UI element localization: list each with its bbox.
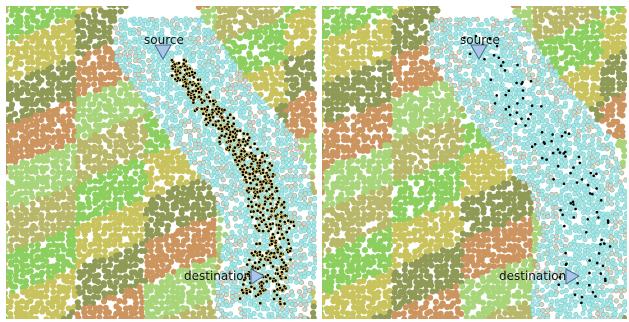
source-label: source (460, 33, 500, 47)
destination-label: destination (184, 269, 251, 283)
explored-path-nodes (463, 34, 612, 305)
destination-label: destination (499, 269, 566, 283)
source-label: source (144, 33, 184, 47)
source-triangle-down-icon (154, 44, 172, 61)
explored-path-nodes (169, 58, 296, 306)
terrain-regions (6, 6, 317, 319)
source-triangle-down-icon (470, 44, 488, 61)
destination-triangle-right-icon (565, 268, 581, 285)
destination-triangle-right-icon (250, 268, 266, 285)
panel-right (322, 6, 627, 319)
panel-left (6, 6, 317, 319)
search-corridor (426, 16, 627, 319)
terrain-regions (322, 6, 627, 319)
